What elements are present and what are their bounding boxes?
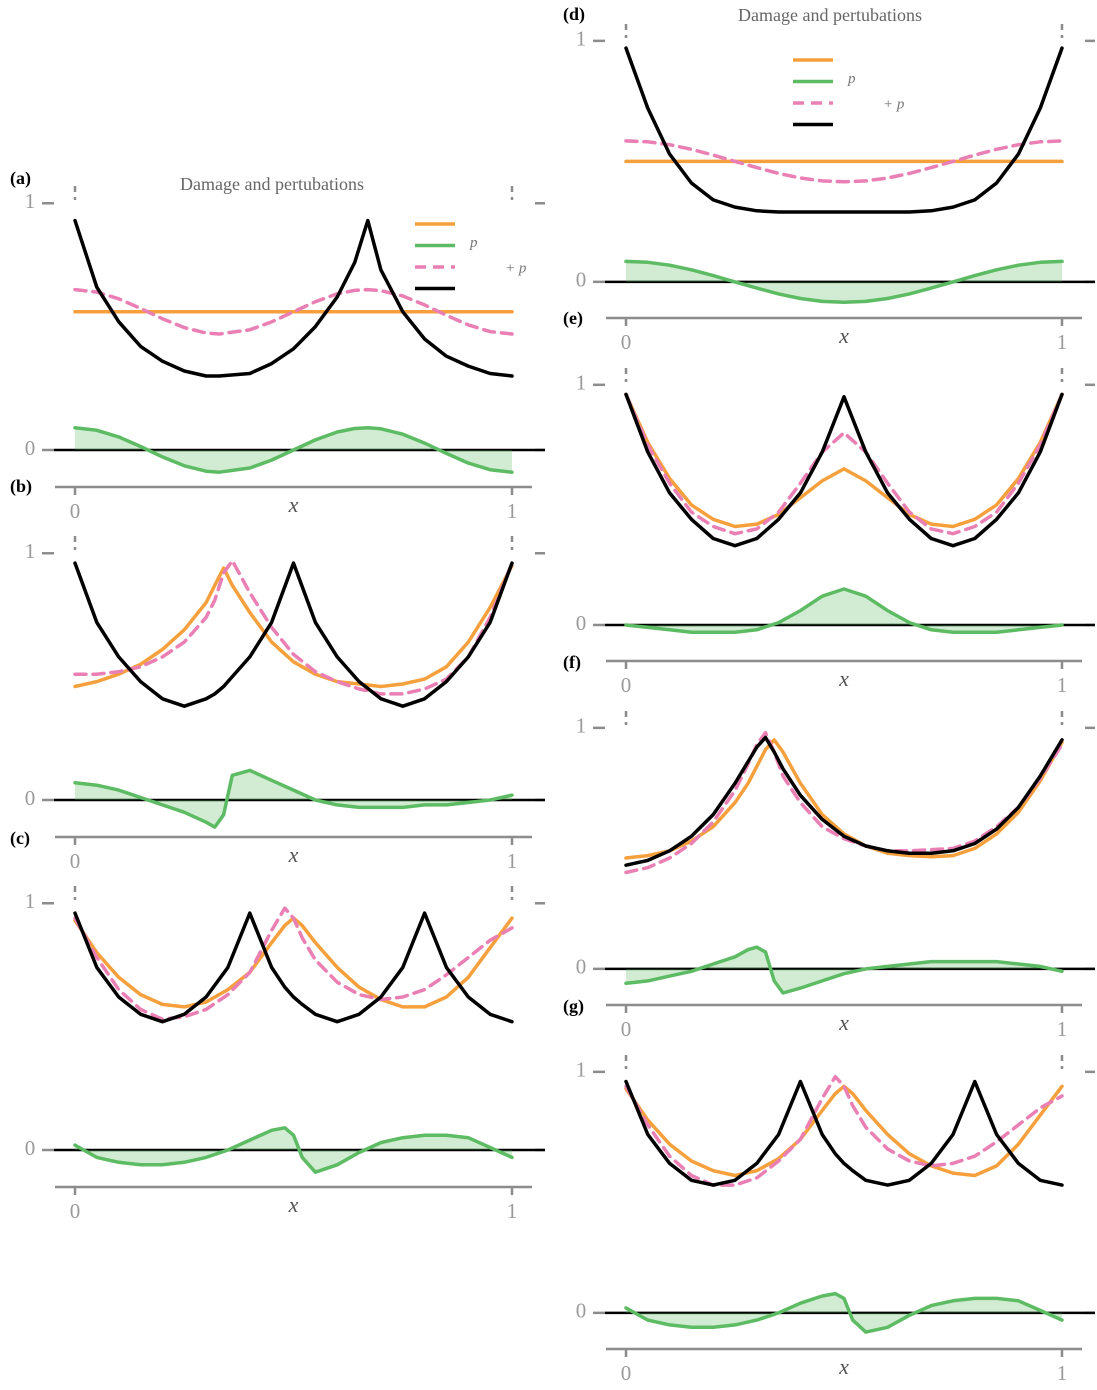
x-axis-label: x	[288, 492, 299, 517]
x-tick-label: 0	[70, 849, 81, 873]
x-tick-label: 0	[70, 1199, 81, 1223]
x-tick-label: 1	[507, 499, 518, 523]
series-line	[73, 911, 514, 1024]
x-tick-label: 0	[621, 1017, 632, 1041]
chart-title: Damage and pertubations	[180, 174, 364, 194]
x-tick-label: 1	[1057, 1017, 1068, 1041]
chart-title: Damage and pertubations	[738, 5, 922, 25]
y-tick-label: 0	[25, 436, 36, 460]
y-tick-label: 1	[25, 539, 36, 563]
y-tick-label: 1	[25, 889, 36, 913]
panel-label: (c)	[10, 828, 30, 849]
series-line	[73, 561, 514, 708]
y-tick-label: 0	[25, 786, 36, 810]
series-line	[73, 906, 514, 1021]
x-tick-label: 1	[1057, 330, 1068, 354]
series-line	[624, 392, 1064, 548]
y-tick-label: 0	[576, 268, 587, 292]
y-tick-label: 1	[576, 1058, 587, 1082]
y-tick-label: 0	[576, 1299, 587, 1323]
series-line	[624, 1291, 1064, 1334]
series-line	[624, 392, 1064, 536]
series-line	[624, 46, 1064, 214]
series-line	[624, 738, 1064, 860]
panel-label: (d)	[563, 4, 585, 25]
y-tick-label: 1	[576, 27, 587, 51]
x-tick-label: 1	[507, 849, 518, 873]
panel-label: (g)	[563, 996, 584, 1017]
series-area	[626, 1293, 1062, 1333]
panel-label: (e)	[563, 308, 583, 329]
legend-label: + p	[883, 96, 905, 112]
series-line	[624, 587, 1064, 634]
y-tick-label: 0	[576, 611, 587, 635]
x-tick-label: 1	[507, 1199, 518, 1223]
series-line	[73, 287, 514, 336]
series-line	[624, 139, 1064, 184]
y-tick-label: 1	[576, 714, 587, 738]
series-line	[624, 1079, 1064, 1187]
x-tick-label: 0	[621, 673, 632, 697]
x-tick-label: 0	[621, 1361, 632, 1385]
legend-label: + p	[505, 260, 527, 276]
x-axis-label: x	[838, 323, 849, 348]
x-axis-label: x	[838, 1010, 849, 1035]
series-line	[73, 916, 514, 1009]
x-axis-label: x	[838, 666, 849, 691]
x-axis-label: x	[288, 842, 299, 867]
legend-label: p	[469, 235, 478, 251]
x-tick-label: 1	[1057, 673, 1068, 697]
panel-label: (a)	[10, 168, 31, 189]
series-line	[624, 945, 1064, 995]
series-area	[626, 947, 1062, 993]
x-tick-label: 1	[1057, 1361, 1068, 1385]
series-line	[73, 558, 514, 696]
series-area	[75, 770, 512, 828]
series-line	[73, 563, 514, 689]
series-line	[73, 218, 514, 378]
series-line	[73, 426, 514, 474]
x-axis-label: x	[288, 1192, 299, 1217]
series-line	[624, 259, 1064, 305]
series-line	[624, 730, 1064, 875]
y-tick-label: 1	[25, 189, 36, 213]
x-axis-label: x	[838, 1354, 849, 1379]
series-line	[624, 392, 1064, 529]
panel-label: (b)	[10, 476, 32, 497]
x-tick-label: 0	[70, 499, 81, 523]
legend-label: p	[847, 71, 856, 87]
series-line	[73, 768, 514, 829]
y-tick-label: 0	[576, 955, 587, 979]
x-tick-label: 0	[621, 330, 632, 354]
y-tick-label: 1	[576, 371, 587, 395]
y-tick-label: 0	[25, 1136, 36, 1160]
panel-label: (f)	[563, 652, 581, 673]
series-area	[626, 589, 1062, 633]
series-line	[73, 1126, 514, 1174]
series-line	[624, 735, 1064, 867]
